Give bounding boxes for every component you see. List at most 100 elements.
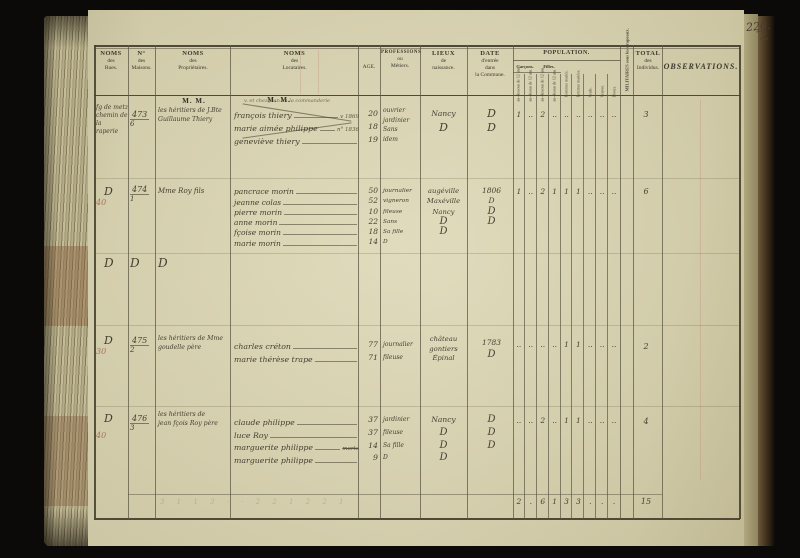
header-line: Métiers. bbox=[390, 63, 410, 70]
birthplace-line: Nancy bbox=[431, 415, 456, 424]
population-value: .. bbox=[599, 340, 605, 349]
header-professions: PROFESSIONS ou Métiers. bbox=[381, 50, 421, 70]
column-rule bbox=[128, 45, 129, 519]
population-value: 2 bbox=[540, 110, 546, 119]
header-bottom-rule bbox=[94, 95, 740, 96]
profession-line: D bbox=[383, 239, 388, 246]
bleed-through-line bbox=[318, 50, 319, 94]
entry-rule bbox=[301, 142, 357, 144]
header-line: naissance. bbox=[432, 65, 455, 71]
header-line: NOMS bbox=[182, 50, 204, 57]
book-spine-edge bbox=[758, 16, 774, 546]
header-line: des bbox=[137, 58, 146, 65]
street-cell: fg de metz chemin de la raperie bbox=[96, 104, 129, 136]
entry-rule bbox=[296, 423, 357, 425]
totals-value: . bbox=[589, 497, 592, 506]
profession-line: Sans bbox=[383, 126, 398, 133]
totals-population-cells: 2 . 6 1 3 3 . . . bbox=[513, 497, 620, 506]
margin-number: 40 bbox=[96, 431, 107, 440]
proprietaire-line: les héritiers de J.Bte bbox=[158, 107, 222, 114]
ditto-mark: D bbox=[439, 439, 448, 451]
header-filles: Filles. bbox=[543, 64, 555, 69]
header-line: des bbox=[644, 58, 652, 65]
entry-block-3: D 30 475 2 les héritiers de Mme goudelle… bbox=[94, 334, 740, 374]
house-number-cell: 475 2 bbox=[130, 336, 155, 354]
population-cells: 1 .. 2 1 1 1 .. .. .. bbox=[513, 187, 620, 196]
ditto-mark: D bbox=[487, 107, 496, 120]
population-value: .. bbox=[611, 187, 617, 196]
proprietaire-line: goudelle père bbox=[158, 344, 202, 351]
ditto-mark: D bbox=[487, 414, 496, 425]
person-row: marguerite philippe bbox=[234, 452, 359, 465]
age-value: 50 bbox=[368, 186, 378, 195]
profession-line: fileuse bbox=[383, 428, 403, 436]
ditto-mark: D bbox=[488, 196, 495, 206]
population-value: .. bbox=[599, 110, 605, 119]
entry-date-cell: 1806 D D D bbox=[470, 186, 513, 227]
population-value: .. bbox=[587, 416, 593, 425]
header-garcons: Garçons. bbox=[516, 64, 534, 69]
age-value: 18 bbox=[368, 122, 378, 131]
total-cell: 6 bbox=[643, 187, 649, 196]
column-rule bbox=[230, 45, 231, 519]
person-row: claude philippe bbox=[234, 414, 359, 427]
person-name: geneviève thiery bbox=[234, 137, 300, 146]
profession-line: Sans bbox=[383, 218, 398, 225]
street-line: fg de metz bbox=[96, 104, 129, 111]
entry-rule bbox=[282, 244, 357, 246]
person-row: charles créton bbox=[234, 338, 359, 351]
proprietaire-line: Mme Roy fils bbox=[158, 187, 205, 195]
person-row: luce Roy bbox=[234, 427, 359, 440]
block-separator bbox=[94, 406, 740, 407]
header-line: Individus. bbox=[636, 65, 660, 71]
person-row: marie morin bbox=[234, 237, 359, 248]
header-locataires: NOMS des Locataires. bbox=[232, 50, 357, 72]
population-value: 2 bbox=[540, 187, 546, 196]
table-bottom-border bbox=[94, 518, 740, 520]
population-value: .. bbox=[599, 416, 605, 425]
ditto-mark: D bbox=[158, 256, 168, 270]
header-line: des bbox=[107, 58, 115, 65]
age-value: 19 bbox=[368, 135, 378, 144]
person-name: anne morin bbox=[234, 218, 278, 228]
entry-rule bbox=[293, 116, 339, 118]
column-rule bbox=[358, 45, 359, 519]
total-cell: 4 bbox=[643, 417, 649, 426]
totals-value: 3 bbox=[564, 497, 569, 506]
street-line: chemin de la bbox=[96, 112, 128, 127]
house-number: 475 bbox=[130, 336, 150, 346]
population-value: .. bbox=[516, 340, 522, 349]
locataires-cell: claude philippe luce Roy marguerite phil… bbox=[234, 414, 359, 465]
house-number: 474 bbox=[130, 185, 150, 195]
population-value: .. bbox=[540, 340, 546, 349]
population-value: .. bbox=[528, 110, 534, 119]
population-group-rule bbox=[513, 72, 561, 73]
ditto-mark: D bbox=[104, 185, 113, 198]
street-cell: D 30 bbox=[96, 334, 129, 356]
entry-rule bbox=[292, 347, 357, 349]
proprietaire-line: les héritiers de bbox=[158, 411, 206, 418]
person-name: pancrace morin bbox=[234, 187, 294, 197]
header-date: DATE d'entrée dans la Commune. bbox=[468, 50, 512, 79]
house-subnumber: 3 bbox=[130, 424, 135, 432]
header-line: Locataires. bbox=[282, 65, 307, 71]
population-cells: .. .. 2 .. 1 1 .. .. .. bbox=[513, 416, 620, 425]
population-value: 1 bbox=[575, 187, 581, 196]
age-cell: 37 37 14 9 bbox=[358, 414, 378, 465]
population-value: .. bbox=[528, 187, 534, 196]
header-line: de bbox=[440, 58, 447, 65]
header-line: des bbox=[189, 58, 197, 65]
age-value: 71 bbox=[368, 353, 378, 362]
header-lieux: LIEUX de naissance. bbox=[421, 50, 466, 72]
entry-block-2: D 40 474 1 Mme Roy fils pancrace morin j… bbox=[94, 185, 740, 255]
margin-number: 30 bbox=[96, 347, 107, 356]
person-name: pierre morin bbox=[234, 207, 283, 217]
entry-rule bbox=[314, 461, 357, 464]
person-row: françois thiery v 1869 bbox=[234, 107, 359, 120]
totals-value: . bbox=[529, 497, 533, 506]
population-value: 1 bbox=[516, 187, 522, 196]
entry-rule bbox=[283, 203, 357, 205]
totals-value: 2 bbox=[516, 497, 522, 506]
ditto-mark: D bbox=[104, 412, 113, 425]
column-rule bbox=[420, 45, 421, 519]
